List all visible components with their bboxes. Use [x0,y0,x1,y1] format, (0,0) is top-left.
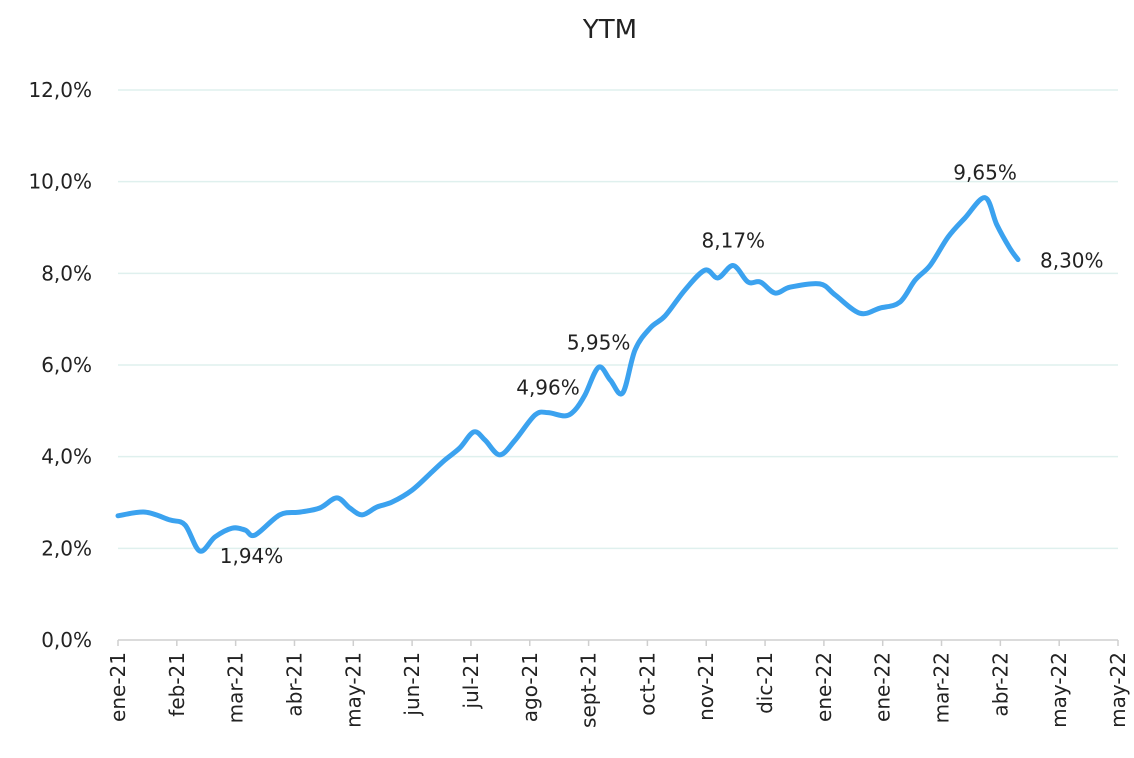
x-tick-label: ene-22 [812,652,836,722]
x-tick-label: feb-21 [165,652,189,717]
data-label: 8,17% [702,229,766,253]
data-label: 4,96% [516,376,580,400]
y-tick-label: 0,0% [41,628,92,652]
y-tick-label: 4,0% [41,445,92,469]
x-tick-label: may-21 [341,652,365,728]
x-tick-label: oct-21 [635,652,659,716]
y-tick-label: 6,0% [41,353,92,377]
x-tick-label: abr-22 [988,652,1012,717]
y-tick-label: 2,0% [41,536,92,560]
x-tick-label: ene-22 [871,652,895,722]
x-tick-label: jun-21 [400,652,424,717]
y-tick-label: 12,0% [28,78,92,102]
x-tick-label: nov-21 [694,652,718,721]
y-tick-label: 10,0% [28,170,92,194]
data-label: 8,30% [1040,249,1104,273]
x-tick-label: ene-21 [106,652,130,722]
data-label: 9,65% [953,161,1017,185]
x-tick-label: ago-21 [518,652,542,722]
x-tick-label: jul-21 [459,652,483,709]
x-tick-label: dic-21 [753,652,777,714]
x-tick-label: abr-21 [282,652,306,717]
line-series [115,195,1021,554]
chart-title: YTM [582,15,637,45]
x-tick-label: mar-21 [224,652,248,723]
x-tick-label: sept-21 [577,652,601,728]
y-tick-label: 8,0% [41,261,92,285]
x-tick-label: mar-22 [930,652,954,723]
x-tick-label: may-22 [1106,652,1130,728]
x-tick-label: may-22 [1047,652,1071,728]
data-label: 5,95% [567,330,631,354]
data-label: 1,94% [220,544,284,568]
